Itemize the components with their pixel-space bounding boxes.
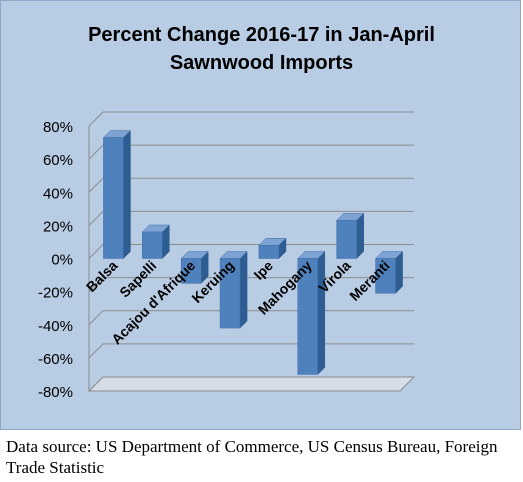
bar-chart: -80%-60%-40%-20%0%20%40%60%80% BalsaSape… xyxy=(38,111,416,401)
bar xyxy=(297,250,326,376)
gridline-diagonal xyxy=(88,111,104,127)
gridline-diagonal xyxy=(88,144,104,160)
grid xyxy=(87,111,416,392)
category-label: Ipe xyxy=(250,257,276,283)
bar xyxy=(102,129,132,260)
bar xyxy=(180,250,209,284)
y-tick-label: -20% xyxy=(38,285,73,302)
bars xyxy=(102,129,404,376)
bar xyxy=(374,250,404,294)
bar xyxy=(258,237,287,260)
y-tick-label: 60% xyxy=(43,152,73,169)
y-tick-label: 40% xyxy=(43,185,73,202)
y-axis-ticks: -80% -60% -40% -20% 0% 20% 40% 60% 80% xyxy=(38,119,73,401)
y-tick-label: 0% xyxy=(51,252,73,269)
gridline-diagonal xyxy=(88,177,104,193)
data-source-caption: Data source: US Department of Commerce, … xyxy=(6,437,498,477)
gridline-diagonal xyxy=(88,244,104,259)
gridline-diagonal xyxy=(88,277,104,292)
y-tick-label: -40% xyxy=(38,318,73,335)
y-tick-label: 80% xyxy=(43,119,73,136)
gridline-diagonal xyxy=(88,310,104,326)
bar xyxy=(219,250,248,329)
chart-area: -80% -60% -40% -20% 0% 20% 40% 60% 80% Balsa Sape… xyxy=(0,0,521,430)
chart-title: Percent Change 2016-17 in Jan-April Sawn… xyxy=(88,24,435,74)
y-tick-label: -60% xyxy=(38,351,73,368)
gridline-diagonal xyxy=(88,343,104,359)
y-tick-label: 20% xyxy=(43,218,73,235)
bar xyxy=(336,212,365,260)
y-tick-label: -80% xyxy=(38,384,73,401)
chart-floor xyxy=(87,376,416,392)
gridline-diagonal xyxy=(88,211,104,226)
bar xyxy=(141,224,170,260)
